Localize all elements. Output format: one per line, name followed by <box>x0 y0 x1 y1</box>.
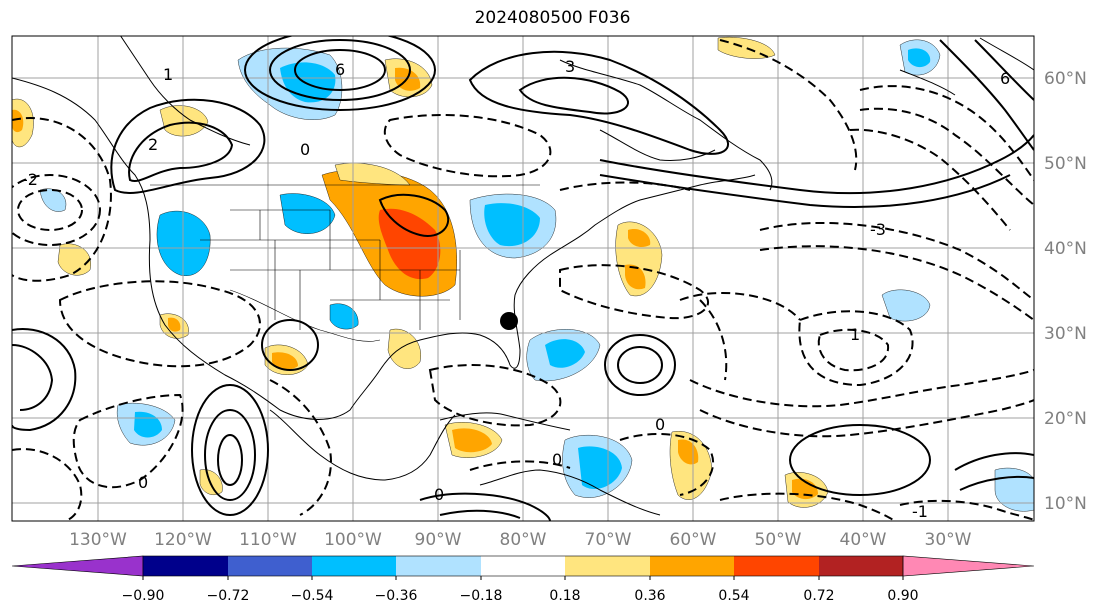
lat-label: 40°N <box>1044 239 1087 259</box>
contour-label: 2 <box>148 135 158 154</box>
lat-label: 50°N <box>1044 154 1087 174</box>
colorbar-tick-label: −0.90 <box>122 588 165 604</box>
colorbar-min-extension <box>11 555 144 577</box>
lon-label: 30°W <box>925 530 972 550</box>
lat-label: 30°N <box>1044 324 1087 344</box>
colorbar-outline <box>142 555 904 577</box>
colorbar-segment <box>565 556 650 576</box>
lon-label: 130°W <box>69 530 127 550</box>
contour-label: -3 <box>870 220 886 239</box>
coastlines <box>12 36 1034 516</box>
lon-label: 90°W <box>415 530 462 550</box>
latitude-labels: 60°N 50°N 40°N 30°N 20°N 10°N <box>1044 69 1087 514</box>
blue-anomaly <box>578 446 622 489</box>
red-anomaly <box>378 208 441 280</box>
orange-anomaly <box>625 264 646 290</box>
colorbar-tick-label: 0.54 <box>718 588 749 604</box>
contour-label: 0 <box>138 473 148 492</box>
blue-anomaly <box>329 303 359 330</box>
colorbar-tick-label: 0.36 <box>634 588 665 604</box>
contour-label: -2 <box>22 170 38 189</box>
orange-anomaly <box>628 229 651 248</box>
colorbar-labels: −0.90 −0.72 −0.54 −0.36 −0.18 0.18 0.36 … <box>122 588 919 604</box>
orange-anomaly <box>452 428 492 453</box>
colorbar-tick-label: 0.18 <box>549 588 580 604</box>
yellow-anomaly <box>387 328 421 369</box>
contour-label: 1 <box>163 65 173 84</box>
colorbar-segment <box>143 556 228 576</box>
orange-anomaly <box>168 317 181 332</box>
lon-label: 60°W <box>670 530 717 550</box>
contour-label: 6 <box>1000 69 1010 88</box>
lat-label: 10°N <box>1044 494 1087 514</box>
colorbar-tick-label: 0.90 <box>887 588 918 604</box>
blue-anomaly <box>156 210 211 276</box>
blue-anomaly <box>545 339 585 368</box>
colorbar-tick-label: −0.36 <box>375 588 418 604</box>
colorbar-segment <box>228 556 312 576</box>
contour-label: 3 <box>565 57 575 76</box>
lon-label: 80°W <box>500 530 547 550</box>
lat-label: 20°N <box>1044 409 1087 429</box>
contour-label: -1 <box>912 502 928 521</box>
lon-label: 110°W <box>239 530 297 550</box>
colorbar-max-extension <box>902 555 1035 577</box>
shaded-anomalies <box>12 37 1034 512</box>
orange-anomaly <box>272 352 298 370</box>
lon-label: 50°W <box>755 530 802 550</box>
colorbar-segment <box>819 556 903 576</box>
colorbar-segment <box>734 556 819 576</box>
lon-label: 40°W <box>840 530 887 550</box>
location-marker <box>500 312 518 330</box>
colorbar <box>11 555 1035 580</box>
lon-label: 70°W <box>585 530 632 550</box>
blue-anomaly <box>908 48 931 68</box>
colorbar-segment <box>650 556 734 576</box>
contour-label: 0 <box>434 485 444 504</box>
lon-label: 120°W <box>154 530 212 550</box>
colorbar-segment <box>481 556 565 576</box>
colorbar-tick-label: −0.54 <box>291 588 334 604</box>
yellow-anomaly <box>199 469 223 495</box>
blue-anomaly <box>279 193 336 234</box>
orange-anomaly <box>12 109 24 133</box>
contour-label: 0 <box>655 415 665 434</box>
map-title: 2024080500 F036 <box>474 8 631 28</box>
contour-label: 0 <box>552 450 562 469</box>
positive-contours <box>12 36 1034 521</box>
colorbar-segment <box>312 556 396 576</box>
contour-labels: 6 2 3 -3 -2 1 0 0 -1 6 1 0 0 0 <box>22 57 1010 521</box>
lat-label: 60°N <box>1044 69 1087 89</box>
contour-label: 1 <box>850 325 860 344</box>
longitude-labels: 130°W 120°W 110°W 100°W 90°W 80°W 70°W 6… <box>69 530 972 550</box>
lon-label: 100°W <box>324 530 382 550</box>
colorbar-tick-label: −0.72 <box>207 588 250 604</box>
lightblue-anomaly <box>881 289 931 322</box>
map-frame <box>11 35 1035 522</box>
colorbar-tick-label: −0.18 <box>460 588 503 604</box>
lightblue-anomaly <box>994 467 1034 512</box>
negative-contours <box>12 39 1034 521</box>
contour-label: 0 <box>300 140 310 159</box>
political-borders <box>150 184 540 342</box>
colorbar-segment <box>396 556 481 576</box>
yellow-anomaly <box>57 243 91 276</box>
yellow-anomaly <box>159 105 209 137</box>
colorbar-tick-label: 0.72 <box>803 588 834 604</box>
blue-anomaly <box>484 203 540 247</box>
contour-label: 6 <box>335 60 345 79</box>
